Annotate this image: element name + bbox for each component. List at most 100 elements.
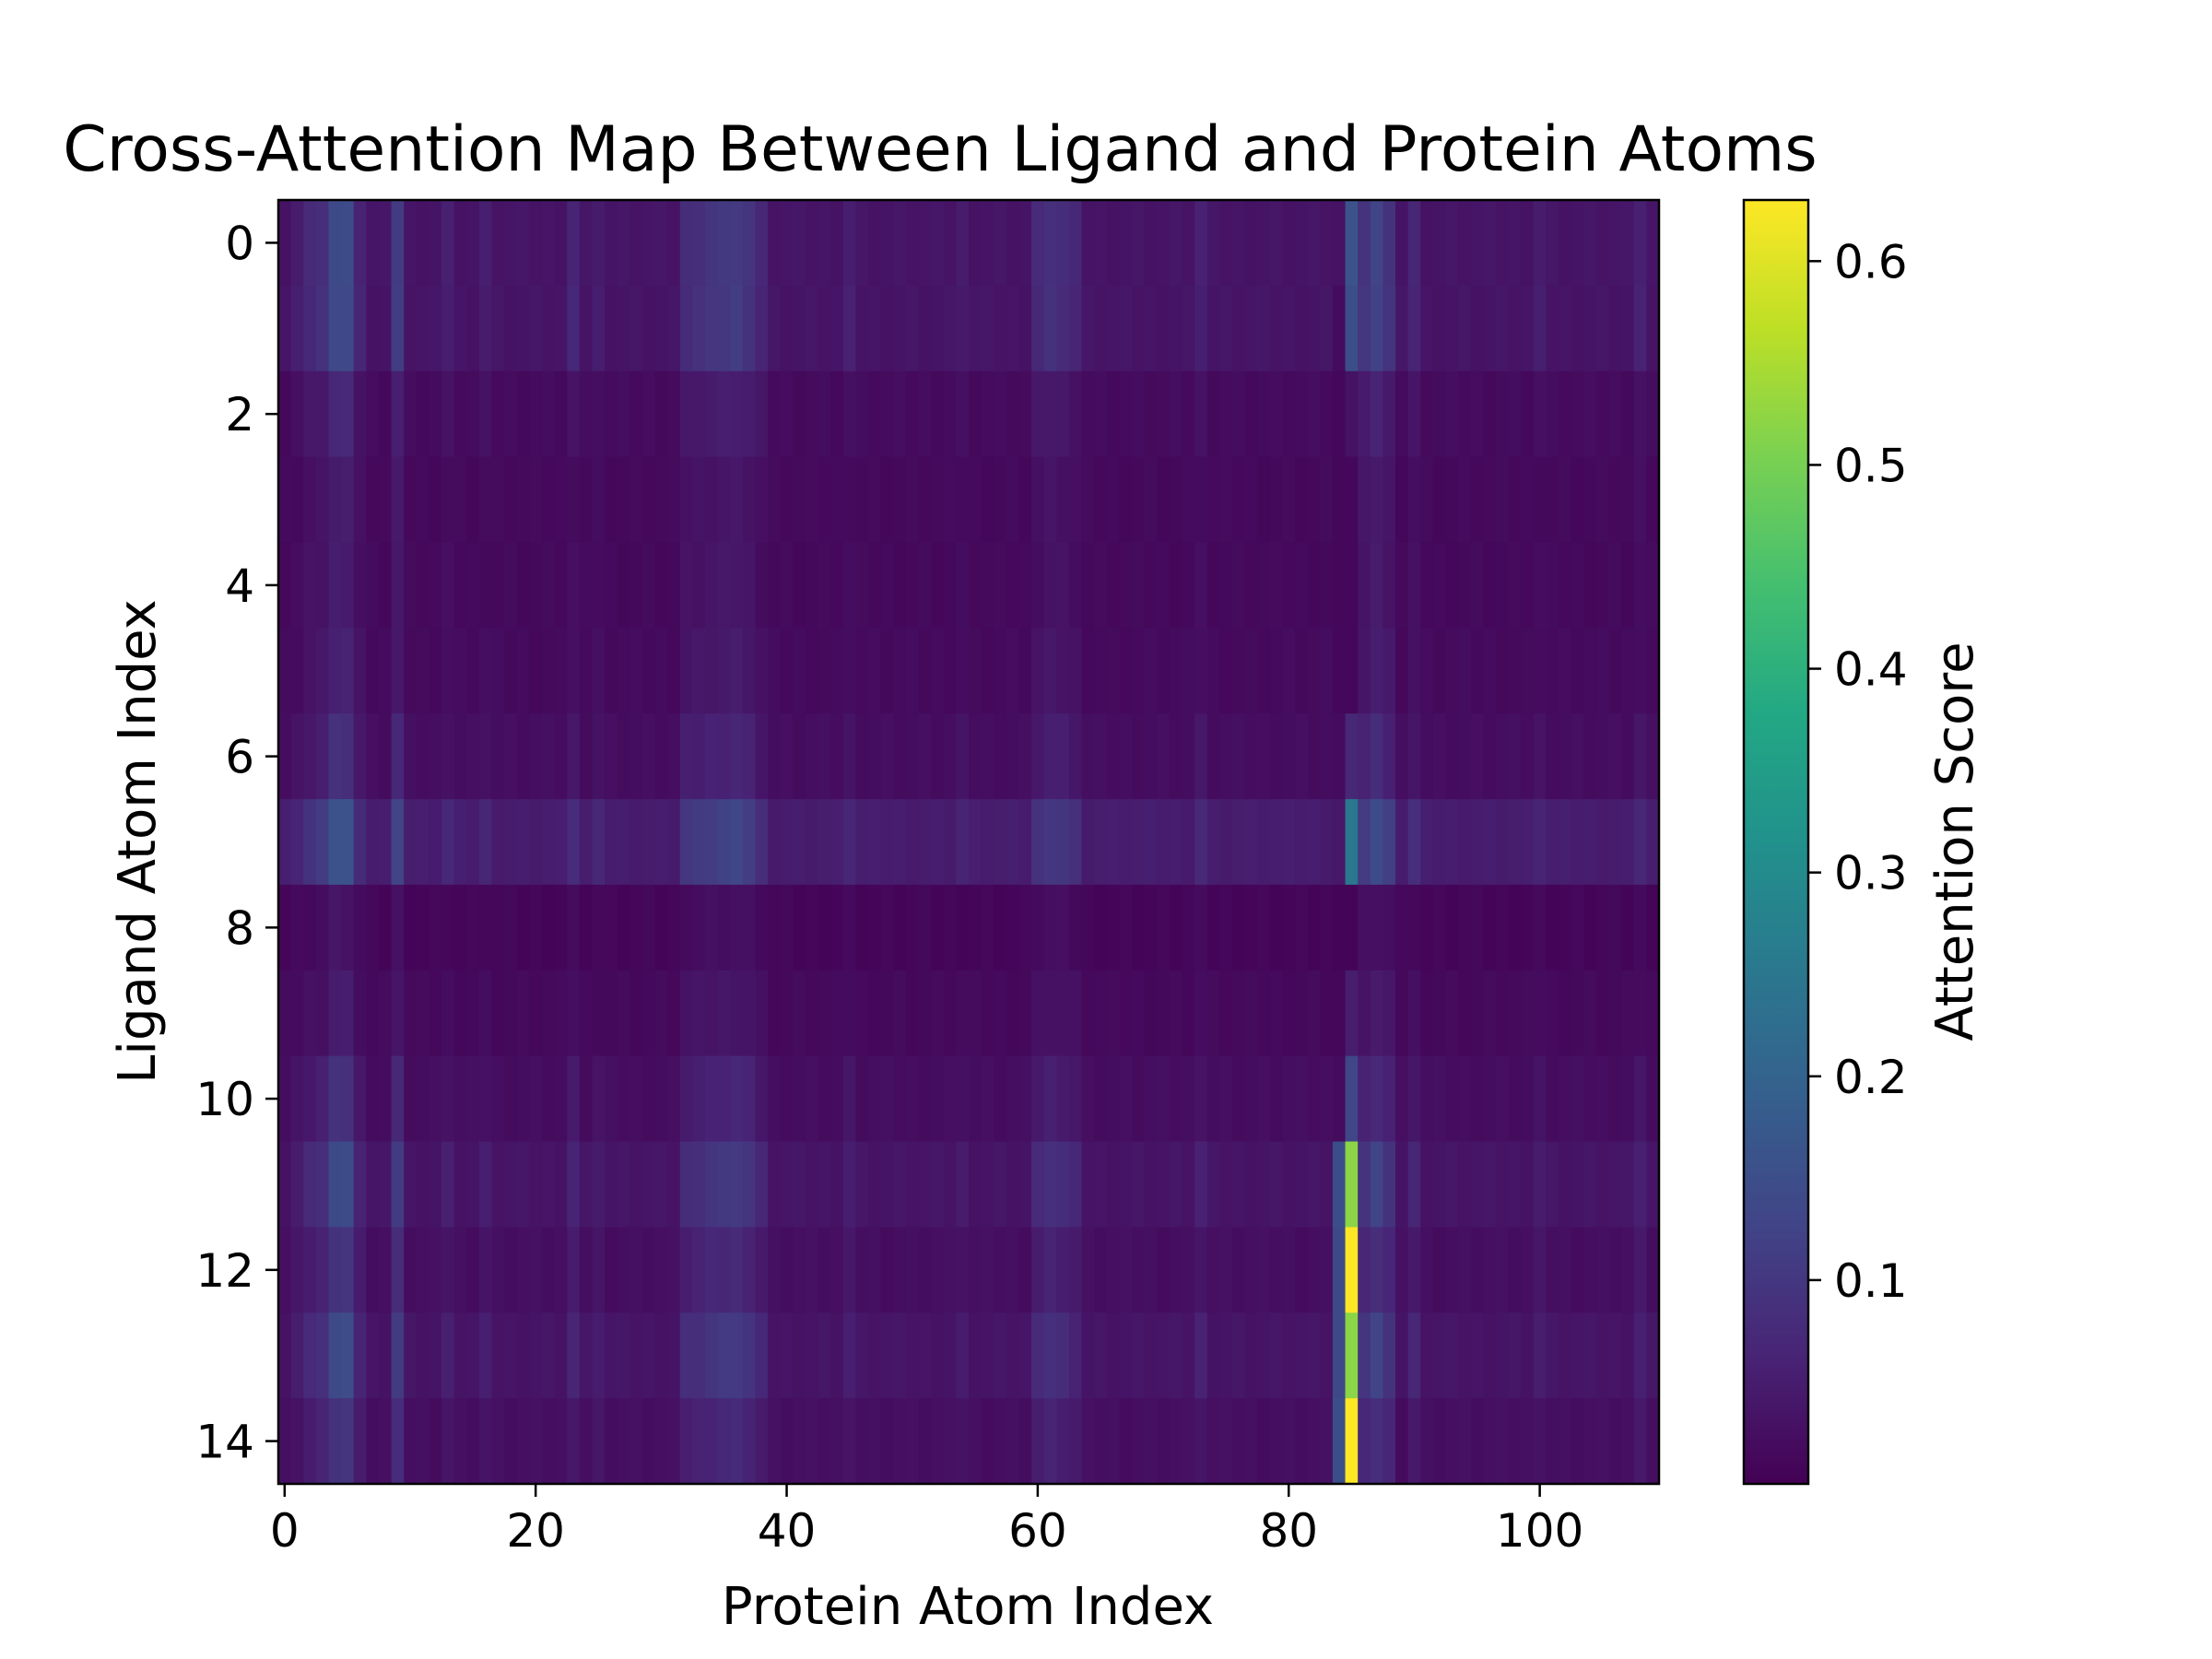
heatmap-cell	[504, 1141, 518, 1228]
heatmap-cell	[366, 1398, 380, 1485]
y-tick-label: 0	[225, 217, 254, 270]
heatmap-cell	[1508, 1398, 1522, 1485]
heatmap-cell	[1358, 371, 1371, 458]
heatmap-cell	[1081, 1227, 1095, 1313]
heatmap-cell	[1320, 628, 1334, 714]
heatmap-cell	[1320, 1312, 1334, 1399]
heatmap-cell	[1132, 542, 1146, 629]
heatmap-cell	[1031, 713, 1045, 800]
heatmap-cell	[1068, 1227, 1083, 1313]
heatmap-cell	[1458, 200, 1472, 287]
heatmap-cell	[391, 542, 405, 629]
heatmap-cell	[353, 1398, 367, 1485]
heatmap-cell	[366, 200, 380, 287]
heatmap-cell	[1559, 1141, 1572, 1228]
heatmap-cell	[1206, 884, 1220, 971]
heatmap-cell	[1533, 970, 1547, 1057]
heatmap-cell	[705, 542, 719, 629]
heatmap-cell	[956, 884, 970, 971]
heatmap-cell	[378, 884, 393, 971]
heatmap-cell	[1470, 799, 1484, 886]
heatmap-cell	[780, 1312, 794, 1399]
heatmap-cell	[994, 542, 1007, 629]
heatmap-cell	[341, 456, 355, 544]
heatmap-cell	[755, 1398, 769, 1485]
heatmap-cell	[1559, 1398, 1572, 1485]
heatmap-cell	[504, 200, 518, 287]
heatmap-cell	[1345, 970, 1359, 1057]
heatmap-cell	[441, 1055, 455, 1143]
heatmap-cell	[641, 1398, 656, 1485]
heatmap-cell	[1646, 628, 1660, 714]
heatmap-cell	[1006, 371, 1020, 458]
heatmap-cell	[1533, 1055, 1547, 1143]
heatmap-cell	[541, 371, 556, 458]
heatmap-cell	[1521, 285, 1535, 372]
heatmap-cell	[943, 884, 957, 971]
heatmap-cell	[994, 456, 1007, 544]
heatmap-cell	[541, 1227, 556, 1313]
heatmap-cell	[1194, 1398, 1208, 1485]
heatmap-cell	[1231, 628, 1246, 714]
heatmap-cell	[1194, 1141, 1208, 1228]
heatmap-cell	[1144, 1227, 1158, 1313]
heatmap-cell	[1094, 1141, 1108, 1228]
heatmap-cell	[1595, 1398, 1610, 1485]
heatmap-cell	[554, 1398, 568, 1485]
heatmap-cell	[1094, 713, 1108, 800]
heatmap-cell	[830, 285, 844, 372]
heatmap-cell	[1094, 799, 1108, 886]
heatmap-cell	[1018, 799, 1032, 886]
heatmap-cell	[579, 285, 594, 372]
heatmap-cell	[1269, 1398, 1284, 1485]
heatmap-cell	[416, 371, 430, 458]
heatmap-cell	[1407, 285, 1421, 372]
heatmap-cell	[1182, 799, 1195, 886]
heatmap-cell	[1018, 1055, 1032, 1143]
heatmap-cell	[793, 1227, 806, 1313]
heatmap-cell	[994, 1312, 1007, 1399]
heatmap-cell	[1282, 1055, 1296, 1143]
heatmap-cell	[1546, 713, 1559, 800]
heatmap-cell	[629, 628, 643, 714]
heatmap-cell	[516, 799, 530, 886]
heatmap-cell	[416, 200, 430, 287]
heatmap-cell	[943, 1141, 957, 1228]
heatmap-cell	[1031, 285, 1045, 372]
heatmap-cell	[366, 285, 380, 372]
heatmap-cell	[404, 799, 418, 886]
heatmap-cell	[416, 713, 430, 800]
colorbar-ticks: 0.10.20.30.40.50.6	[1808, 235, 1908, 1308]
heatmap-cell	[1445, 970, 1459, 1057]
heatmap-cell	[1094, 884, 1108, 971]
x-axis-label: Protein Atom Index	[722, 1577, 1214, 1637]
heatmap-cell	[742, 884, 757, 971]
heatmap-cell	[641, 1227, 656, 1313]
heatmap-cell	[1646, 1227, 1660, 1313]
heatmap-cell	[1132, 285, 1146, 372]
heatmap-cell	[466, 1141, 480, 1228]
heatmap-cell	[1646, 970, 1660, 1057]
heatmap-cell	[768, 1141, 782, 1228]
heatmap-cell	[1295, 1312, 1309, 1399]
heatmap-cell	[541, 799, 556, 886]
heatmap-cell	[1006, 713, 1020, 800]
heatmap-cell	[1219, 200, 1233, 287]
heatmap-cell	[1533, 1312, 1547, 1399]
heatmap-cell	[905, 1312, 920, 1399]
heatmap-cell	[1132, 1312, 1146, 1399]
heatmap-cell	[805, 285, 819, 372]
heatmap-cell	[780, 1055, 794, 1143]
heatmap-cell	[994, 1141, 1007, 1228]
heatmap-cell	[1094, 1055, 1108, 1143]
heatmap-cell	[893, 200, 907, 287]
heatmap-cell	[1533, 542, 1547, 629]
heatmap-cell	[1332, 200, 1347, 287]
heatmap-cell	[742, 1227, 757, 1313]
heatmap-cell	[1533, 628, 1547, 714]
heatmap-cell	[1257, 1312, 1271, 1399]
heatmap-cell	[679, 1398, 693, 1485]
heatmap-cell	[1483, 285, 1497, 372]
heatmap-cell	[1432, 1312, 1447, 1399]
heatmap-cell	[567, 200, 581, 287]
